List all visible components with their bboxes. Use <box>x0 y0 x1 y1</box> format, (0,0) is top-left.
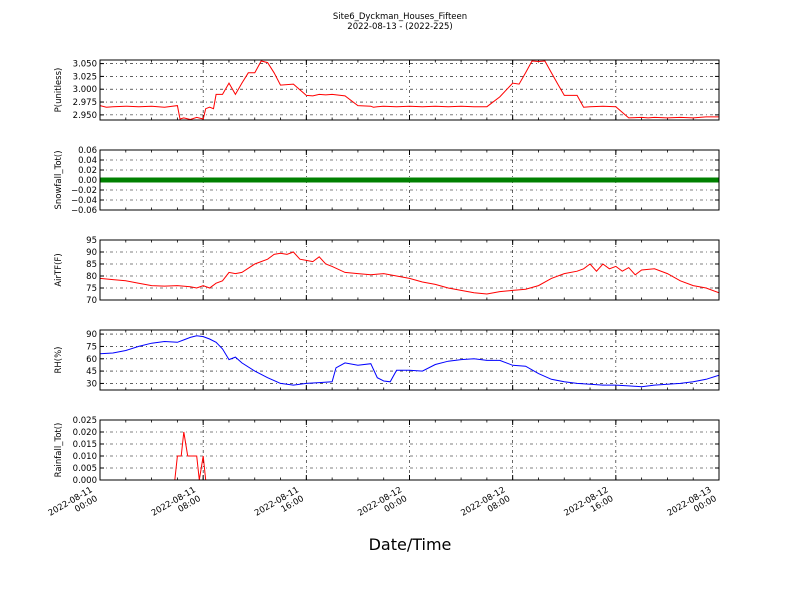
y-tick-label: 75 <box>86 284 97 294</box>
y-tick-label: −0.06 <box>71 206 97 216</box>
y-tick-label: 0.025 <box>73 416 97 426</box>
y-tick-label: 60 <box>86 355 97 365</box>
y-tick-label: 0.010 <box>73 452 97 462</box>
y-tick-label: 45 <box>86 367 97 377</box>
series-line <box>100 431 719 480</box>
y-tick-label: 75 <box>86 342 97 352</box>
x-tick-label: 2022-08-1208:00 <box>459 485 512 527</box>
y-tick-label: 80 <box>86 272 97 282</box>
panel-3: 30 45 60 75 90 RH(%) <box>54 329 720 391</box>
y-tick-label: 2.950 <box>73 111 97 121</box>
y-tick-label: 30 <box>86 379 97 389</box>
y-tick-label: 2.975 <box>73 98 97 108</box>
x-tick-label: 2022-08-1216:00 <box>563 485 616 527</box>
y-tick-label: 0.02 <box>78 166 97 176</box>
x-axis-label: Date/Time <box>369 535 452 554</box>
panel-0: 2.950 2.975 3.000 3.025 3.050 P(unitless) <box>54 59 720 121</box>
plot-frame <box>99 419 720 481</box>
x-tick-label: 2022-08-1116:00 <box>253 485 306 527</box>
x-tick-label: 2022-08-1300:00 <box>666 485 719 527</box>
panel-4: 0.000 0.005 0.010 0.015 0.020 0.025 Rainfall_T… <box>54 416 720 486</box>
plot-frame <box>99 239 720 301</box>
panel-1: −0.06−0.04−0.020.000.020.040.06 Snowfall_… <box>54 146 720 216</box>
y-axis-label: AirTF(F) <box>54 253 64 286</box>
y-tick-label: 0.000 <box>73 476 97 486</box>
series-line <box>100 335 719 388</box>
y-tick-label: 0.00 <box>78 176 97 186</box>
y-axis-label: Snowfall_Tot() <box>54 150 64 209</box>
plot-frame <box>99 329 720 391</box>
y-axis-label: P(unitless) <box>54 68 64 113</box>
y-tick-label: 3.000 <box>73 85 97 95</box>
plot-frame <box>99 149 720 211</box>
y-tick-label: −0.02 <box>71 186 97 196</box>
y-tick-label: 3.025 <box>73 72 97 82</box>
y-tick-label: 0.020 <box>73 428 97 438</box>
series-line <box>100 251 719 295</box>
y-tick-label: 0.015 <box>73 440 97 450</box>
y-tick-label: 85 <box>86 260 97 270</box>
y-axis-label: Rainfall_Tot() <box>54 423 64 478</box>
y-tick-label: 90 <box>86 248 97 258</box>
y-tick-label: 95 <box>86 236 97 246</box>
y-tick-label: 70 <box>86 296 97 306</box>
y-tick-label: 0.005 <box>73 464 97 474</box>
x-tick-label: 2022-08-1108:00 <box>150 485 203 527</box>
y-tick-label: −0.04 <box>71 196 97 206</box>
y-tick-label: 3.050 <box>73 60 97 70</box>
chart-title: Site6_Dyckman_Houses_Fifteen <box>333 12 467 22</box>
y-tick-label: 90 <box>86 330 97 340</box>
chart-subtitle: 2022-08-13 - (2022-225) <box>347 22 452 32</box>
plot-frame <box>99 59 720 121</box>
y-tick-label: 0.06 <box>78 146 97 156</box>
x-tick-label: 2022-08-1200:00 <box>356 485 409 527</box>
series-line <box>100 60 719 120</box>
y-tick-label: 0.04 <box>78 156 97 166</box>
y-axis-label: RH(%) <box>54 346 64 373</box>
panel-2: 70 75 80 85 90 95 AirTF(F) <box>54 236 720 306</box>
x-tick-label: 2022-08-1100:00 <box>47 485 100 527</box>
